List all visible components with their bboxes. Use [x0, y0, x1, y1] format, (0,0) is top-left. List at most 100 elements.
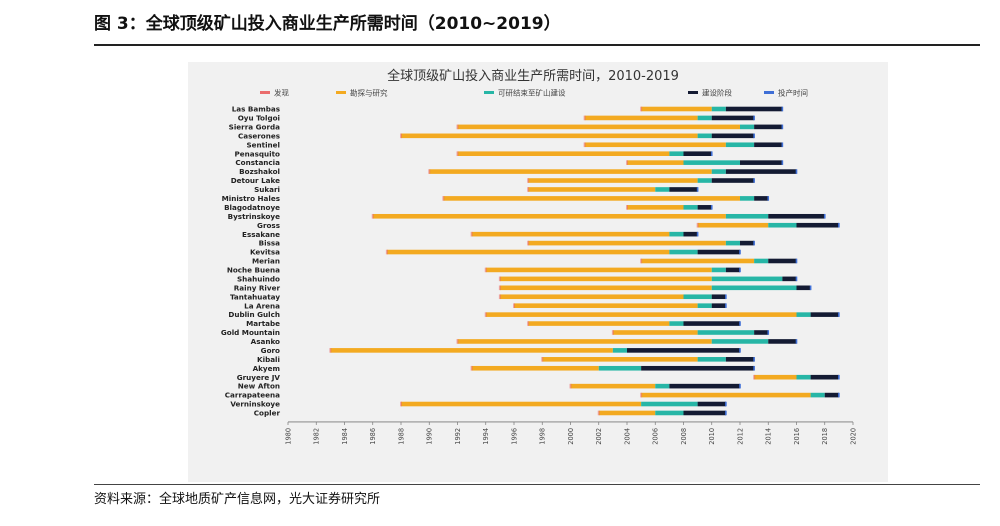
- mine-label: Tantahuatay: [230, 292, 280, 301]
- bar-construction: [768, 258, 797, 264]
- discovery-marker: [640, 392, 643, 398]
- bar-exploration: [443, 196, 740, 201]
- mine-label: New Afton: [238, 382, 280, 391]
- bar-exploration: [612, 330, 698, 335]
- discovery-marker: [498, 285, 501, 291]
- x-axis: 1980 1982 1984 1986 1988 1990 1992 1994 1996 1998…: [285, 421, 858, 445]
- bar-construction: [683, 151, 712, 156]
- bar-construction: [711, 303, 726, 308]
- bar-exploration: [627, 205, 684, 210]
- bar-construction: [796, 222, 839, 228]
- bar-construction: [725, 106, 783, 112]
- mine-label: Sukari: [254, 185, 280, 194]
- bar-exploration: [627, 160, 684, 165]
- bar-feasibility: [683, 205, 698, 210]
- bar-construction: [683, 231, 698, 237]
- bar-exploration: [528, 187, 656, 192]
- bar-exploration: [372, 213, 726, 219]
- mine-label: Gross: [257, 221, 280, 230]
- mine-label: Essakane: [242, 230, 280, 239]
- bar-construction: [754, 124, 783, 130]
- production-marker: [781, 142, 784, 148]
- discovery-marker: [484, 267, 487, 273]
- bar-exploration: [641, 258, 755, 264]
- bar-exploration: [598, 410, 656, 416]
- mine-label: Bissa: [259, 239, 280, 248]
- legend-label: 勘探与研究: [350, 88, 388, 98]
- bar-feasibility: [669, 249, 698, 255]
- bar-construction: [683, 410, 726, 416]
- production-marker: [795, 276, 798, 282]
- bar-feasibility: [725, 240, 740, 246]
- production-marker: [781, 160, 784, 165]
- bar-construction: [824, 392, 839, 398]
- discovery-marker: [626, 160, 628, 165]
- legend-label: 发现: [274, 88, 289, 98]
- x-tick-label: 2000: [567, 428, 575, 445]
- bar-construction: [810, 374, 839, 380]
- legend-label: 可研结束至矿山建设: [498, 88, 566, 98]
- mine-label: Asanko: [251, 337, 280, 346]
- discovery-marker: [470, 231, 473, 237]
- bar-exploration: [457, 124, 740, 130]
- x-tick-label: 2016: [793, 428, 801, 445]
- bar-exploration: [499, 276, 712, 282]
- bar-construction: [754, 330, 769, 335]
- discovery-marker: [753, 374, 756, 380]
- bar-feasibility: [655, 410, 684, 416]
- mine-label: Ministro Hales: [222, 194, 280, 203]
- bar-construction: [697, 249, 740, 255]
- bar-construction: [697, 401, 726, 407]
- production-marker: [838, 222, 840, 228]
- x-tick-label: 1980: [285, 428, 293, 445]
- x-tick-label: 1994: [482, 428, 490, 445]
- discovery-marker: [498, 294, 501, 300]
- discovery-marker: [456, 151, 459, 156]
- discovery-marker: [527, 187, 530, 192]
- mine-label: Martabe: [246, 319, 280, 328]
- production-marker: [838, 312, 840, 317]
- production-marker: [838, 374, 840, 380]
- mine-label: Verninskoye: [230, 400, 280, 409]
- bar-feasibility: [711, 276, 783, 282]
- bar-feasibility: [711, 339, 769, 344]
- bar-exploration: [471, 365, 599, 371]
- legend-swatch: [484, 91, 494, 94]
- bar-construction: [711, 294, 726, 300]
- bar-construction: [782, 276, 797, 282]
- bar-exploration: [528, 240, 726, 246]
- production-marker: [710, 151, 713, 156]
- chart-legend: 发现 勘探与研究 可研结束至矿山建设 建设阶段 投产时间: [260, 88, 808, 98]
- production-marker: [753, 365, 755, 371]
- bar-exploration: [514, 303, 698, 308]
- bar-exploration: [584, 115, 698, 121]
- discovery-marker: [527, 321, 530, 326]
- x-tick-label: 1982: [313, 428, 321, 445]
- bar-exploration: [401, 401, 642, 407]
- production-marker: [739, 383, 741, 389]
- discovery-marker: [597, 410, 600, 416]
- bar-feasibility: [697, 115, 712, 121]
- bar-exploration: [330, 348, 613, 353]
- mine-label: Goro: [261, 346, 280, 355]
- mine-label: Noche Buena: [227, 266, 280, 275]
- discovery-marker: [498, 276, 501, 282]
- chart-panel: 全球顶级矿山投入商业生产所需时间，2010-2019 发现 勘探与研究 可研结束至矿…: [188, 62, 888, 482]
- discovery-marker: [456, 339, 459, 344]
- production-marker: [710, 205, 713, 210]
- bar-feasibility: [641, 401, 698, 407]
- production-marker: [739, 267, 741, 273]
- bar-feasibility: [598, 365, 642, 371]
- production-marker: [696, 187, 699, 192]
- discovery-marker: [569, 383, 572, 389]
- bar-construction: [627, 348, 740, 353]
- bar-construction: [641, 365, 755, 371]
- discovery-marker: [611, 330, 614, 335]
- production-marker: [795, 258, 798, 264]
- production-marker: [753, 178, 755, 183]
- x-tick-label: 2002: [595, 428, 603, 445]
- discovery-marker: [470, 365, 473, 371]
- bar-construction: [754, 196, 769, 201]
- bar-feasibility: [768, 222, 797, 228]
- discovery-marker: [541, 357, 544, 362]
